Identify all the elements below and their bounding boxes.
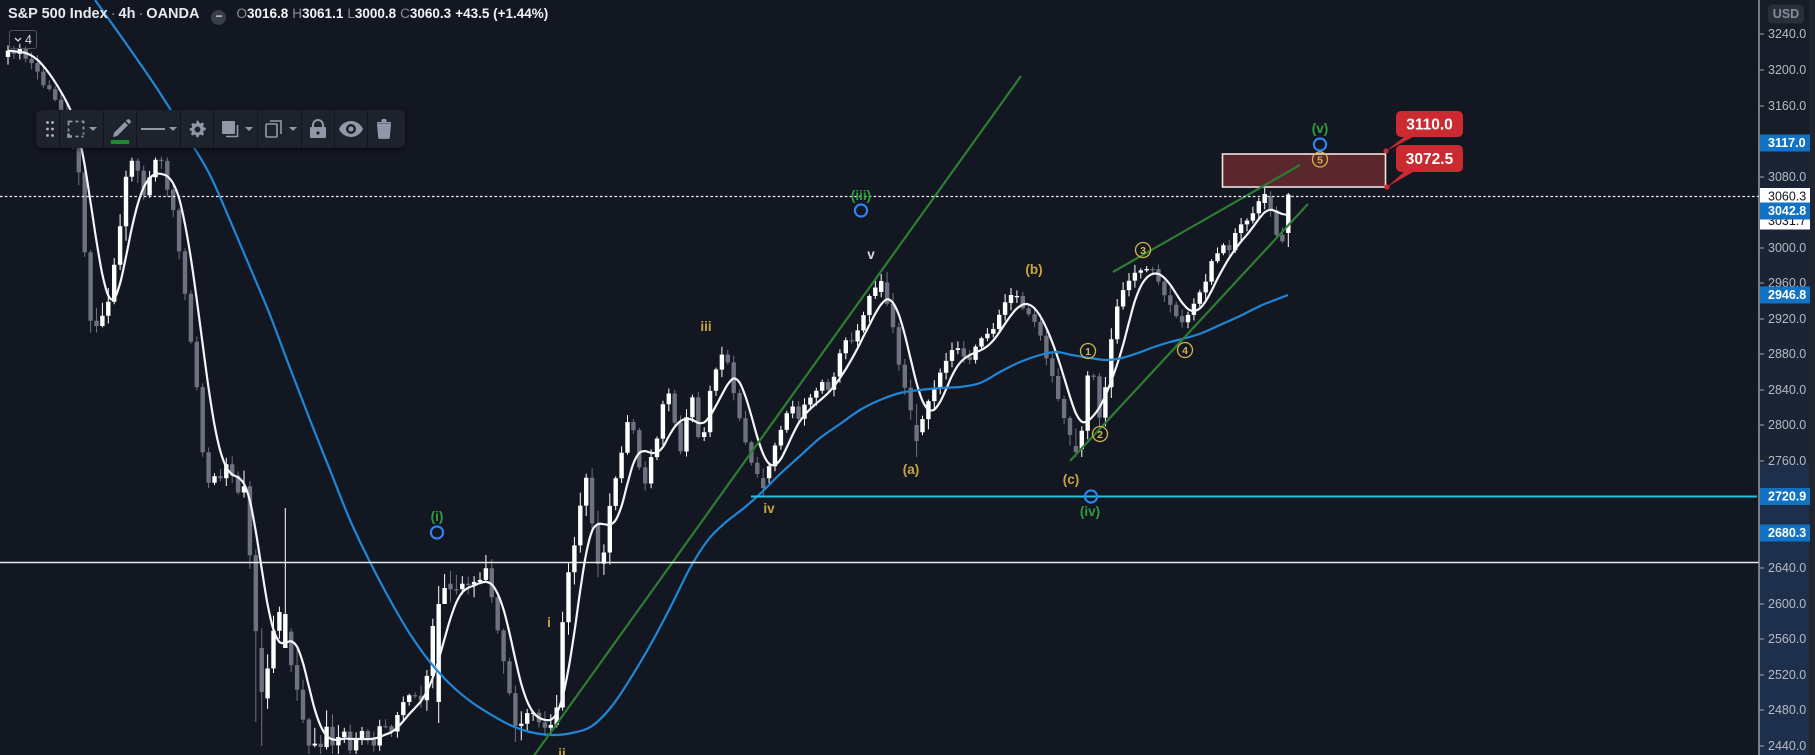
svg-text:2920.0: 2920.0 bbox=[1768, 312, 1806, 326]
svg-text:2760.0: 2760.0 bbox=[1768, 454, 1806, 468]
svg-text:(iv): (iv) bbox=[1080, 504, 1100, 519]
svg-text:3000.0: 3000.0 bbox=[1768, 241, 1806, 255]
svg-text:3060.3: 3060.3 bbox=[1768, 190, 1806, 204]
svg-text:2946.8: 2946.8 bbox=[1768, 288, 1806, 302]
svg-text:1: 1 bbox=[1085, 346, 1091, 358]
svg-text:2680.3: 2680.3 bbox=[1768, 526, 1806, 540]
svg-text:2520.0: 2520.0 bbox=[1768, 668, 1806, 682]
svg-text:2880.0: 2880.0 bbox=[1768, 347, 1806, 361]
svg-text:3117.0: 3117.0 bbox=[1768, 136, 1806, 150]
svg-text:2480.0: 2480.0 bbox=[1768, 703, 1806, 717]
svg-text:2: 2 bbox=[1097, 429, 1103, 441]
svg-text:5: 5 bbox=[1317, 154, 1323, 166]
svg-text:3240.0: 3240.0 bbox=[1768, 27, 1806, 41]
svg-text:(iii): (iii) bbox=[851, 188, 871, 203]
svg-text:2640.0: 2640.0 bbox=[1768, 561, 1806, 575]
svg-text:iv: iv bbox=[763, 501, 775, 516]
svg-text:2840.0: 2840.0 bbox=[1768, 383, 1806, 397]
svg-text:3200.0: 3200.0 bbox=[1768, 63, 1806, 77]
svg-text:i: i bbox=[547, 615, 551, 630]
svg-text:v: v bbox=[867, 247, 875, 262]
svg-text:2440.0: 2440.0 bbox=[1768, 739, 1806, 753]
svg-text:3110.0: 3110.0 bbox=[1406, 117, 1453, 134]
svg-text:(b): (b) bbox=[1025, 262, 1042, 277]
svg-text:(a): (a) bbox=[903, 462, 920, 477]
svg-text:3160.0: 3160.0 bbox=[1768, 99, 1806, 113]
svg-text:2800.0: 2800.0 bbox=[1768, 418, 1806, 432]
svg-text:3: 3 bbox=[1140, 245, 1146, 257]
svg-text:2720.9: 2720.9 bbox=[1768, 490, 1806, 504]
svg-text:3072.5: 3072.5 bbox=[1406, 151, 1454, 168]
svg-text:(c): (c) bbox=[1063, 472, 1080, 487]
svg-text:4: 4 bbox=[1182, 345, 1188, 357]
svg-text:3042.8: 3042.8 bbox=[1768, 204, 1806, 218]
svg-text:iii: iii bbox=[700, 319, 711, 334]
svg-text:2560.0: 2560.0 bbox=[1768, 632, 1806, 646]
svg-text:(i): (i) bbox=[431, 509, 444, 524]
svg-text:2600.0: 2600.0 bbox=[1768, 597, 1806, 611]
svg-text:3080.0: 3080.0 bbox=[1768, 170, 1806, 184]
svg-text:USD: USD bbox=[1773, 7, 1799, 21]
svg-text:(v): (v) bbox=[1312, 121, 1329, 136]
svg-text:ii: ii bbox=[558, 746, 566, 755]
